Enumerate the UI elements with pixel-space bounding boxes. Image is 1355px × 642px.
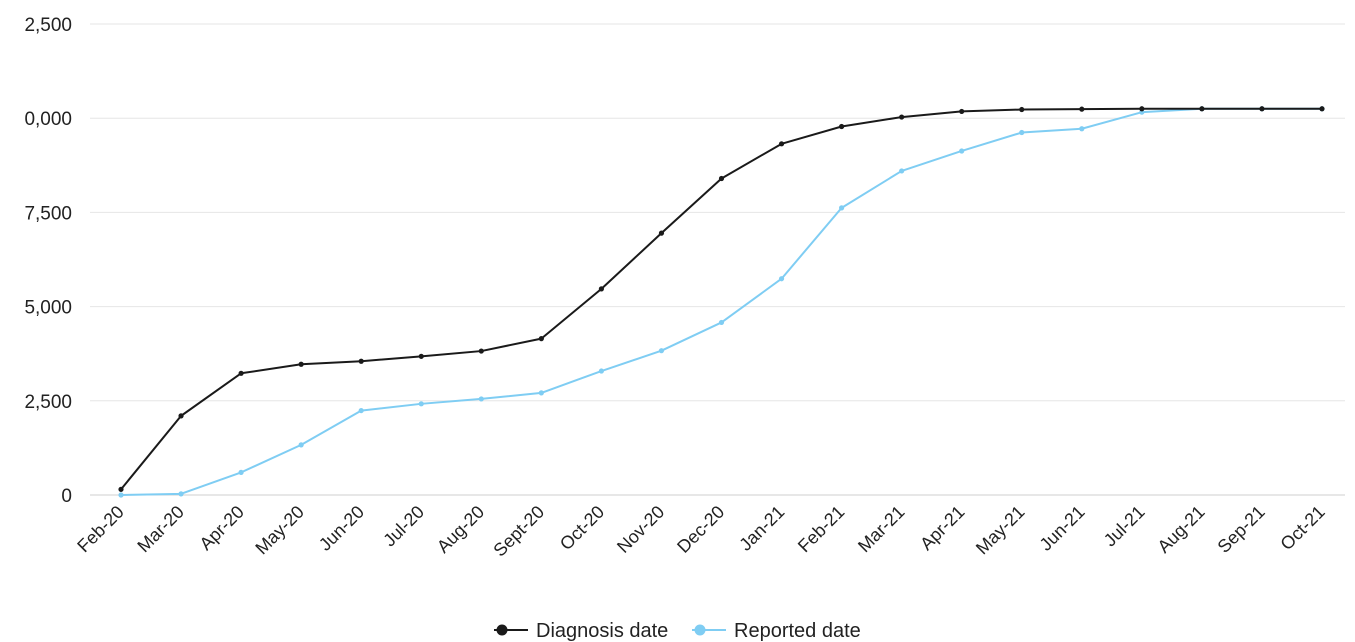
x-tick-label: Jun-21	[1036, 502, 1089, 555]
x-tick-label: Oct-20	[556, 502, 608, 554]
x-tick-label: Jul-20	[379, 502, 428, 551]
data-point-reported-date	[298, 442, 304, 448]
data-point-diagnosis-date	[118, 486, 124, 492]
x-tick-label: Sept-20	[489, 502, 548, 561]
data-point-reported-date	[238, 469, 244, 475]
x-tick-label: Aug-21	[1154, 502, 1209, 557]
x-tick-label: Sep-21	[1214, 502, 1269, 557]
data-point-reported-date	[418, 401, 424, 407]
x-tick-label: Nov-20	[613, 502, 668, 557]
data-point-diagnosis-date	[598, 286, 605, 292]
data-point-diagnosis-date	[1319, 106, 1325, 112]
legend-marker-diagnosis-date	[496, 624, 508, 636]
x-axis-tick-labels: Feb-20 Mar-20 Apr-20 May-20 Jun-20 Jul-20 Aug-…	[73, 502, 1328, 561]
data-point-reported-date	[358, 407, 364, 414]
data-point-reported-date	[899, 168, 905, 174]
y-tick-label: 7,500	[24, 203, 72, 224]
grid-lines	[90, 23, 1345, 496]
data-point-diagnosis-date	[1199, 106, 1205, 112]
x-tick-label: May-20	[251, 502, 308, 559]
data-point-diagnosis-date	[718, 175, 725, 182]
data-point-diagnosis-date	[959, 108, 965, 115]
x-tick-label: Feb-21	[794, 502, 848, 556]
y-tick-label: 2,500	[24, 15, 72, 36]
data-point-diagnosis-date	[1259, 106, 1265, 112]
legend: Diagnosis date Reported date	[494, 620, 861, 642]
data-point-diagnosis-date	[1019, 106, 1025, 113]
legend-label-diagnosis-date: Diagnosis date	[536, 620, 668, 642]
data-point-reported-date	[478, 396, 484, 402]
data-point-diagnosis-date	[178, 413, 184, 419]
data-point-reported-date	[839, 205, 845, 211]
x-tick-label: Dec-20	[673, 502, 728, 557]
data-point-reported-date	[1079, 126, 1085, 132]
x-tick-label: Mar-21	[854, 502, 908, 556]
data-point-reported-date	[778, 276, 785, 282]
y-tick-label: 0,000	[24, 109, 72, 130]
data-point-diagnosis-date	[1079, 106, 1085, 112]
data-point-diagnosis-date	[238, 370, 244, 376]
x-tick-label: Mar-20	[133, 502, 187, 556]
y-tick-label: 0	[61, 486, 72, 507]
data-point-diagnosis-date	[778, 141, 785, 147]
data-point-diagnosis-date	[1139, 106, 1145, 112]
data-point-reported-date	[598, 368, 605, 374]
data-point-diagnosis-date	[418, 353, 424, 359]
series-line-reported-date	[120, 107, 1322, 496]
data-point-diagnosis-date	[839, 123, 845, 130]
y-axis-tick-labels: 0 2,500 5,000 7,500 0,000 2,500	[24, 15, 72, 507]
series-lines	[118, 106, 1325, 498]
x-tick-label: Apr-21	[916, 502, 968, 554]
y-tick-label: 5,000	[24, 298, 72, 319]
x-tick-label: Apr-20	[196, 502, 248, 554]
x-tick-label: May-21	[972, 502, 1029, 559]
data-point-reported-date	[178, 491, 184, 497]
data-point-diagnosis-date	[899, 114, 905, 120]
data-point-diagnosis-date	[658, 230, 665, 236]
x-tick-label: Jun-20	[315, 502, 368, 555]
data-point-reported-date	[959, 148, 965, 154]
data-point-diagnosis-date	[538, 336, 544, 342]
legend-marker-reported-date	[694, 624, 706, 636]
series-line-diagnosis-date	[120, 107, 1322, 490]
x-tick-label: Feb-20	[73, 502, 127, 556]
legend-label-reported-date: Reported date	[734, 620, 861, 642]
data-point-reported-date	[718, 319, 725, 326]
data-point-reported-date	[538, 390, 544, 396]
x-tick-label: Aug-20	[433, 502, 488, 557]
x-tick-label: Jan-21	[735, 502, 788, 555]
data-point-reported-date	[118, 492, 124, 498]
data-point-diagnosis-date	[478, 348, 484, 354]
data-point-diagnosis-date	[298, 361, 304, 367]
x-tick-label: Oct-21	[1276, 502, 1328, 554]
x-tick-label: Jul-21	[1100, 502, 1149, 551]
data-point-reported-date	[1019, 129, 1025, 136]
data-point-reported-date	[658, 348, 665, 354]
data-point-diagnosis-date	[358, 358, 364, 364]
y-tick-label: 2,500	[24, 392, 72, 413]
